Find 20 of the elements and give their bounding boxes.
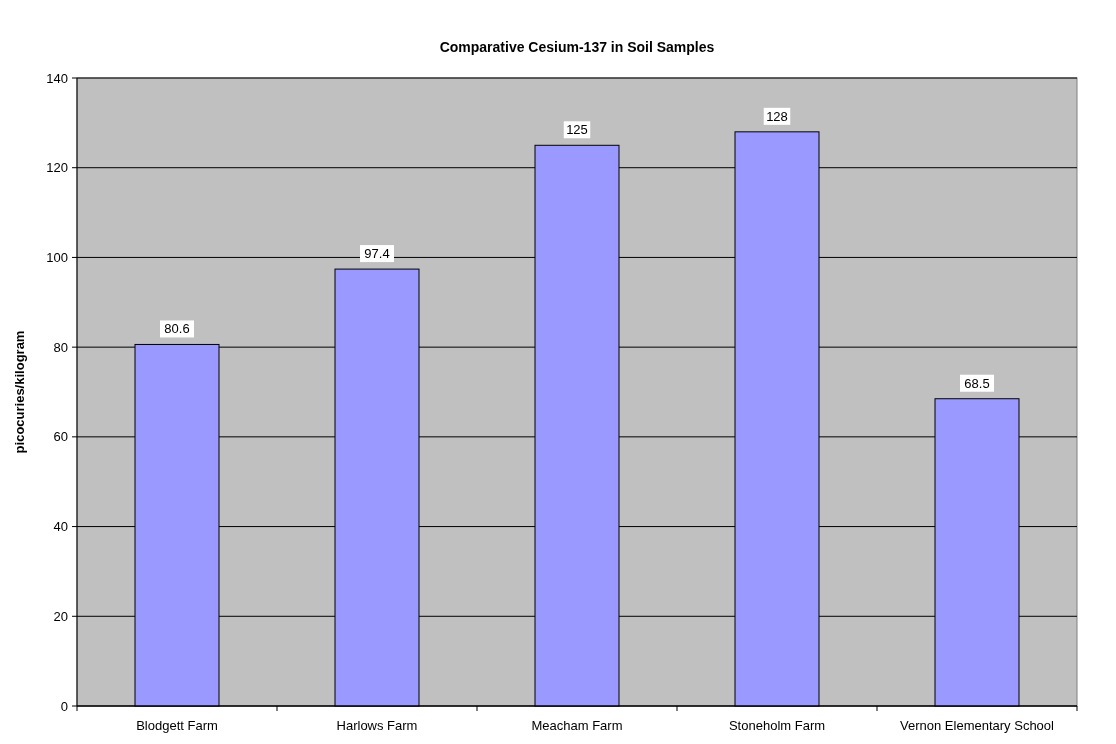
y-tick-label: 80 (53, 339, 68, 355)
y-tick-label: 100 (46, 249, 68, 265)
data-label: 68.5 (964, 375, 990, 391)
chart-title: Comparative Cesium-137 in Soil Samples (439, 39, 715, 55)
y-tick-label: 120 (46, 160, 68, 176)
x-tick-label: Vernon Elementary School (900, 718, 1055, 733)
data-label: 125 (566, 122, 588, 138)
y-axis-title: picocuries/kilogram (12, 330, 27, 454)
x-tick-label: Blodgett Farm (136, 718, 218, 733)
x-tick-label: Harlows Farm (336, 718, 418, 733)
y-tick-label: 20 (53, 608, 68, 624)
y-tick-label: 140 (46, 70, 68, 86)
y-tick-label: 0 (60, 698, 68, 714)
y-tick-label: 40 (53, 519, 68, 535)
data-label: 80.6 (164, 321, 190, 337)
data-label: 128 (766, 108, 788, 124)
x-tick-label: Meacham Farm (531, 718, 623, 733)
x-tick-label: Stoneholm Farm (728, 718, 826, 733)
y-tick-label: 60 (53, 429, 68, 445)
data-label: 97.4 (364, 246, 390, 262)
